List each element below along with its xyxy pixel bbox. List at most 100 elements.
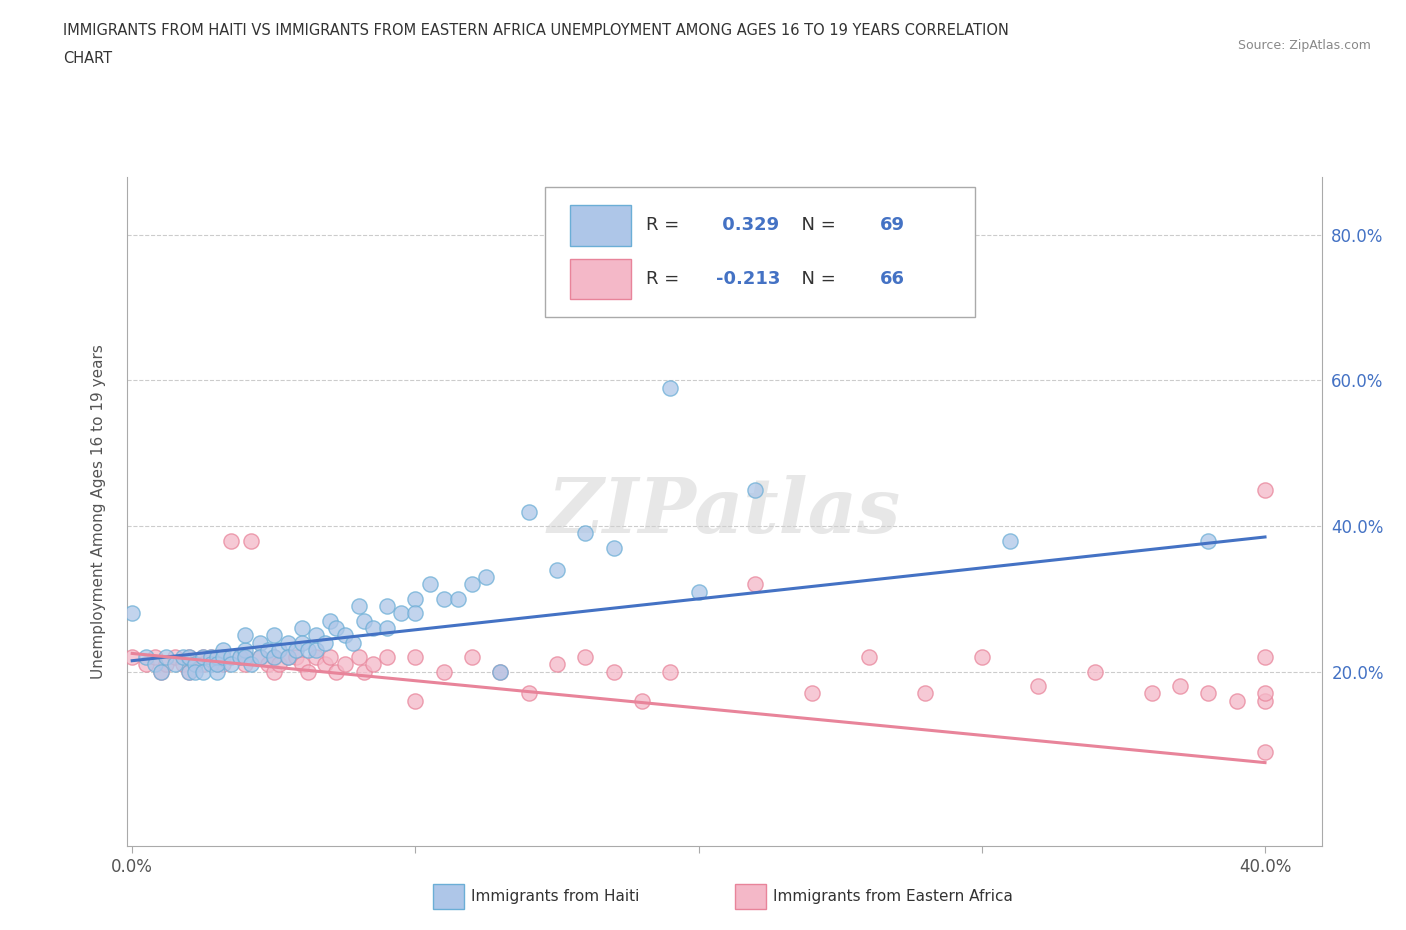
- Point: [333, 628, 356, 643]
- Point: [1254, 483, 1277, 498]
- Text: R =: R =: [647, 216, 685, 234]
- Point: [375, 620, 398, 635]
- Point: [143, 650, 166, 665]
- Point: [240, 533, 263, 548]
- Point: [858, 650, 880, 665]
- Point: [177, 664, 200, 679]
- Point: [285, 650, 308, 665]
- Text: 66: 66: [880, 270, 904, 288]
- Point: [135, 650, 157, 665]
- Point: [229, 650, 252, 665]
- Text: Immigrants from Eastern Africa: Immigrants from Eastern Africa: [773, 889, 1014, 904]
- Point: [744, 483, 766, 498]
- Point: [200, 650, 222, 665]
- Point: [461, 650, 484, 665]
- Point: [319, 650, 342, 665]
- Point: [517, 504, 540, 519]
- Point: [375, 650, 398, 665]
- Point: [235, 657, 257, 671]
- Point: [375, 599, 398, 614]
- Point: [1197, 686, 1219, 701]
- Point: [177, 650, 200, 665]
- Point: [249, 635, 271, 650]
- Text: Source: ZipAtlas.com: Source: ZipAtlas.com: [1237, 39, 1371, 52]
- Point: [404, 650, 426, 665]
- Point: [333, 657, 356, 671]
- Point: [249, 650, 271, 665]
- Point: [155, 657, 177, 671]
- Point: [305, 628, 328, 643]
- Point: [659, 664, 682, 679]
- Point: [419, 577, 441, 591]
- Point: [305, 650, 328, 665]
- Point: [970, 650, 993, 665]
- Point: [517, 686, 540, 701]
- Point: [744, 577, 766, 591]
- Point: [1140, 686, 1163, 701]
- Point: [305, 643, 328, 658]
- Point: [291, 635, 314, 650]
- Point: [688, 584, 710, 599]
- Point: [211, 650, 233, 665]
- Point: [574, 525, 596, 540]
- Point: [1254, 686, 1277, 701]
- Point: [263, 664, 285, 679]
- Point: [221, 657, 243, 671]
- Point: [1254, 693, 1277, 708]
- Point: [325, 620, 347, 635]
- Point: [277, 635, 299, 650]
- Point: [347, 650, 370, 665]
- Point: [297, 664, 319, 679]
- Text: 0.329: 0.329: [716, 216, 779, 234]
- Point: [269, 643, 291, 658]
- Point: [211, 643, 233, 658]
- Point: [546, 657, 568, 671]
- Point: [263, 628, 285, 643]
- Point: [121, 650, 143, 665]
- Text: Immigrants from Haiti: Immigrants from Haiti: [471, 889, 640, 904]
- Point: [800, 686, 823, 701]
- Point: [177, 650, 200, 665]
- Point: [269, 657, 291, 671]
- Point: [191, 650, 214, 665]
- Point: [163, 650, 186, 665]
- Point: [389, 606, 412, 621]
- Point: [121, 606, 143, 621]
- Point: [1084, 664, 1107, 679]
- Point: [602, 540, 624, 555]
- Point: [249, 650, 271, 665]
- Point: [998, 533, 1021, 548]
- Point: [1168, 679, 1191, 694]
- Point: [433, 664, 456, 679]
- Point: [183, 657, 205, 671]
- Point: [361, 620, 384, 635]
- Point: [191, 657, 214, 671]
- Point: [205, 657, 228, 671]
- Text: N =: N =: [790, 270, 841, 288]
- Point: [191, 664, 214, 679]
- Point: [489, 664, 512, 679]
- Point: [297, 643, 319, 658]
- Point: [291, 657, 314, 671]
- Point: [404, 591, 426, 606]
- Point: [314, 635, 336, 650]
- Point: [205, 650, 228, 665]
- Point: [447, 591, 470, 606]
- Point: [257, 643, 280, 658]
- Point: [319, 613, 342, 628]
- Point: [163, 657, 186, 671]
- Point: [353, 664, 375, 679]
- Point: [285, 643, 308, 658]
- Text: ZIPatlas: ZIPatlas: [547, 474, 901, 549]
- FancyBboxPatch shape: [544, 187, 974, 317]
- Point: [347, 599, 370, 614]
- Point: [659, 380, 682, 395]
- Point: [135, 657, 157, 671]
- Point: [1226, 693, 1249, 708]
- Point: [602, 664, 624, 679]
- Point: [546, 563, 568, 578]
- Point: [361, 657, 384, 671]
- Point: [221, 650, 243, 665]
- FancyBboxPatch shape: [569, 259, 631, 299]
- Text: IMMIGRANTS FROM HAITI VS IMMIGRANTS FROM EASTERN AFRICA UNEMPLOYMENT AMONG AGES : IMMIGRANTS FROM HAITI VS IMMIGRANTS FROM…: [63, 23, 1010, 38]
